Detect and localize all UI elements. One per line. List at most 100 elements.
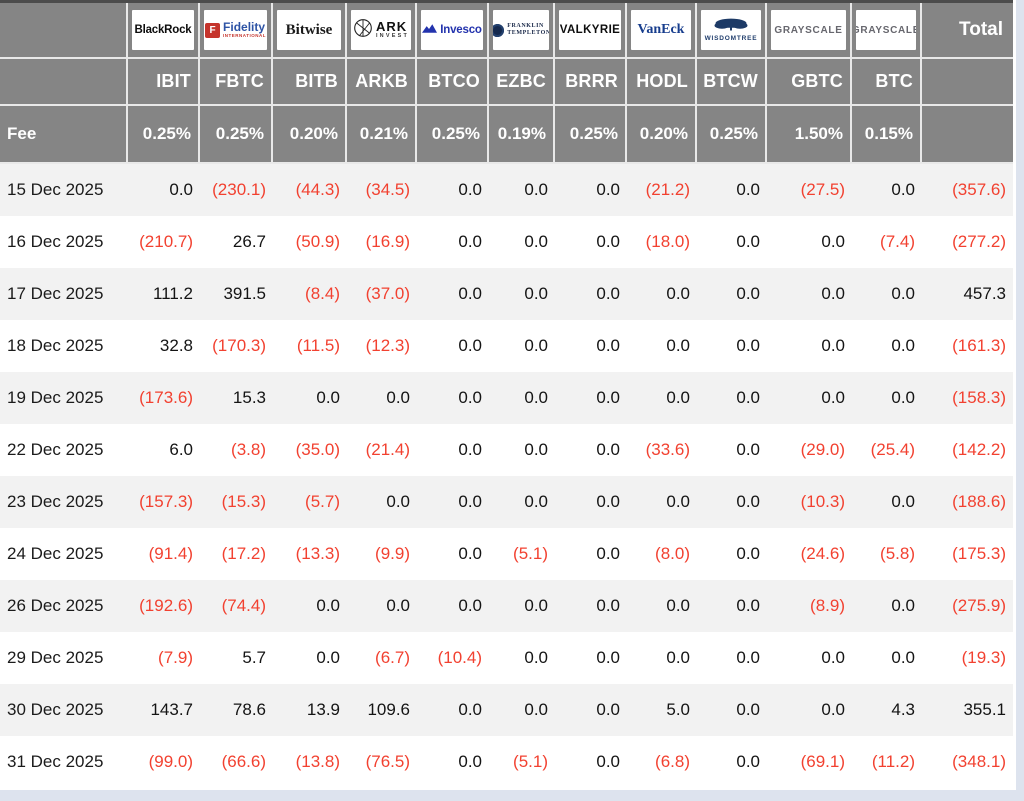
flow-value-cell: 0.0 (852, 632, 922, 684)
flow-value-cell: 15.3 (200, 372, 273, 424)
total-value-cell: (188.6) (922, 476, 1013, 528)
flow-value-cell: (34.5) (347, 164, 417, 216)
flow-value-cell: 0.0 (489, 372, 555, 424)
ticker-cell-fbtc: FBTC (200, 59, 273, 106)
flow-value-cell: (157.3) (128, 476, 200, 528)
flow-value-cell: 111.2 (128, 268, 200, 320)
date-cell: 17 Dec 2025 (0, 268, 128, 320)
flow-value-cell: (8.0) (627, 528, 697, 580)
flow-value-cell: (21.4) (347, 424, 417, 476)
grayscale-wordmark: GRAYSCALE (774, 24, 843, 36)
flow-value-cell: (192.6) (128, 580, 200, 632)
provider-logo-cell: VanEck (627, 3, 697, 59)
flow-value-cell: 0.0 (697, 320, 767, 372)
table-row: 23 Dec 2025 (157.3) (15.3) (5.7) 0.0 0.0 0.0 0.… (0, 476, 1013, 528)
total-value-cell: (348.1) (922, 736, 1013, 788)
flow-value-cell: 0.0 (767, 632, 852, 684)
flow-value-cell: (5.1) (489, 736, 555, 788)
flow-value-cell: (7.4) (852, 216, 922, 268)
flow-value-cell: 0.0 (697, 580, 767, 632)
blackrock-wordmark: BlackRock (134, 24, 192, 36)
date-cell: 26 Dec 2025 (0, 580, 128, 632)
flow-value-cell: 0.0 (273, 632, 347, 684)
flow-value-cell: 32.8 (128, 320, 200, 372)
flow-value-cell: 4.3 (852, 684, 922, 736)
franklin-bust-icon (493, 23, 505, 37)
fee-cell-fbtc: 0.25% (200, 106, 273, 164)
flow-value-cell: 5.7 (200, 632, 273, 684)
fidelity-logo: F Fidelity INTERNATIONAL (204, 10, 267, 50)
date-cell: 15 Dec 2025 (0, 164, 128, 216)
total-header: Total (922, 3, 1013, 59)
flow-value-cell: (230.1) (200, 164, 273, 216)
flow-value-cell: 0.0 (627, 580, 697, 632)
invesco-logo: Invesco (421, 10, 483, 50)
date-cell: 31 Dec 2025 (0, 736, 128, 788)
flow-value-cell: 0.0 (555, 476, 627, 528)
flow-value-cell: 0.0 (417, 268, 489, 320)
flow-value-cell: 0.0 (767, 216, 852, 268)
flow-value-cell: 0.0 (627, 268, 697, 320)
wisdomtree-tree-icon (713, 18, 749, 35)
flow-value-cell: 0.0 (697, 684, 767, 736)
flow-value-cell: (35.0) (273, 424, 347, 476)
flow-value-cell: (33.6) (627, 424, 697, 476)
table-row: 26 Dec 2025 (192.6) (74.4) 0.0 0.0 0.0 0.0 0.0 0… (0, 580, 1013, 632)
ticker-cell-arkb: ARKB (347, 59, 417, 106)
flow-value-cell: 0.0 (489, 476, 555, 528)
flow-value-cell: 0.0 (417, 580, 489, 632)
fidelity-f-icon: F (205, 22, 221, 38)
provider-logo-cell: BlackRock (128, 3, 200, 59)
fee-header-row: Fee 0.25% 0.25% 0.20% 0.21% 0.25% 0.19% 0.25% 0.… (0, 106, 1013, 164)
flow-value-cell: (27.5) (767, 164, 852, 216)
corner-cell (0, 3, 128, 59)
franklin-logo: FRANKLIN TEMPLETON (493, 10, 549, 50)
flow-value-cell: (170.3) (200, 320, 273, 372)
fidelity-international-label: INTERNATIONAL (223, 33, 266, 39)
flow-value-cell: (6.7) (347, 632, 417, 684)
table-row: 19 Dec 2025 (173.6) 15.3 0.0 0.0 0.0 0.0 0.0 0.0… (0, 372, 1013, 424)
flow-value-cell: 0.0 (555, 632, 627, 684)
table-row: 24 Dec 2025 (91.4) (17.2) (13.3) (9.9) 0.0 (5.… (0, 528, 1013, 580)
flow-value-cell: (44.3) (273, 164, 347, 216)
flow-value-cell: 0.0 (852, 268, 922, 320)
invesco-wordmark: Invesco (440, 24, 482, 36)
flow-value-cell: (11.5) (273, 320, 347, 372)
ticker-cell-hodl: HODL (627, 59, 697, 106)
flow-value-cell: (17.2) (200, 528, 273, 580)
flow-value-cell: 6.0 (128, 424, 200, 476)
date-cell: 30 Dec 2025 (0, 684, 128, 736)
ticker-cell-btco: BTCO (417, 59, 489, 106)
flow-value-cell: 0.0 (273, 580, 347, 632)
date-cell: 23 Dec 2025 (0, 476, 128, 528)
ark-wordmark: ARK (375, 19, 408, 35)
flow-value-cell: (9.9) (347, 528, 417, 580)
flow-value-cell: 13.9 (273, 684, 347, 736)
etf-flow-table-container: BlackRock F Fidelity INTERNATIONAL Bitwise AR… (0, 0, 1016, 790)
flow-value-cell: (173.6) (128, 372, 200, 424)
fee-cell-bitb: 0.20% (273, 106, 347, 164)
logo-header-row: BlackRock F Fidelity INTERNATIONAL Bitwise AR… (0, 3, 1013, 59)
flow-value-cell: 0.0 (767, 320, 852, 372)
flow-value-cell: 0.0 (627, 476, 697, 528)
flow-value-cell: (69.1) (767, 736, 852, 788)
total-value-cell: (277.2) (922, 216, 1013, 268)
total-value-cell: (357.6) (922, 164, 1013, 216)
flow-value-cell: 0.0 (417, 684, 489, 736)
table-row: 17 Dec 2025 111.2 391.5 (8.4) (37.0) 0.0 0.0 0.… (0, 268, 1013, 320)
flow-value-cell: (76.5) (347, 736, 417, 788)
provider-logo-cell: ARK INVEST (347, 3, 417, 59)
flow-value-cell: 0.0 (555, 424, 627, 476)
franklin-label: FRANKLIN (507, 22, 544, 29)
flow-value-cell: 0.0 (555, 216, 627, 268)
table-row: 16 Dec 2025 (210.7) 26.7 (50.9) (16.9) 0.0 0.0… (0, 216, 1013, 268)
ticker-cell-ibit: IBIT (128, 59, 200, 106)
flow-value-cell: 0.0 (697, 164, 767, 216)
valkyrie-logo: VALKYRIE (559, 10, 621, 50)
flow-value-cell: 0.0 (347, 476, 417, 528)
flow-value-cell: 0.0 (555, 528, 627, 580)
total-value-cell: (161.3) (922, 320, 1013, 372)
flow-value-cell: (99.0) (128, 736, 200, 788)
date-cell: 22 Dec 2025 (0, 424, 128, 476)
flow-value-cell: 0.0 (489, 424, 555, 476)
